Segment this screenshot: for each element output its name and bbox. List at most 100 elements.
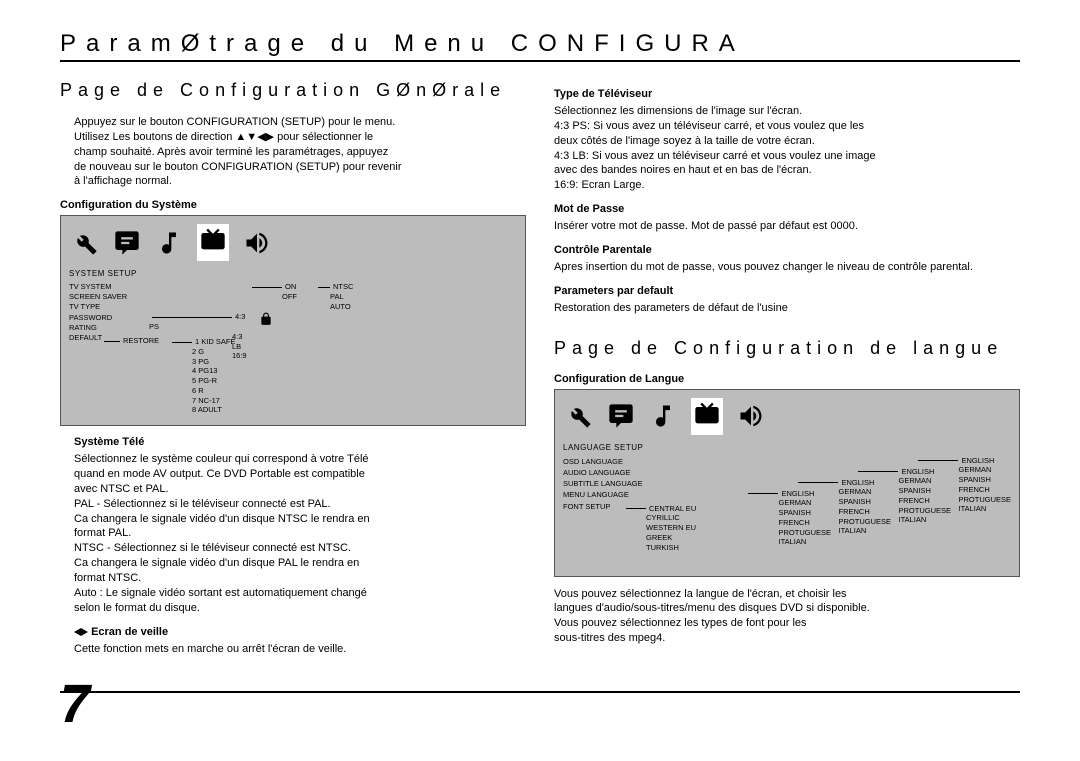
mdp-body: Insérer votre mot de passe. Mot de passé… (554, 219, 1020, 234)
ecran-body: Cette fonction mets en marche ou arrêt l… (74, 642, 526, 657)
line: 4:3 PS: Si vous avez un téléviseur carré… (554, 120, 864, 132)
line: 16:9: Ecran Large. (554, 179, 645, 191)
val: 8 ADULT (192, 405, 222, 414)
val: GERMAN (958, 465, 991, 474)
language-menu: OSD LANGUAGE AUDIO LANGUAGE SUBTITLE LAN… (563, 456, 1011, 566)
music-icon (155, 229, 183, 257)
music-icon (649, 402, 677, 430)
val: CENTRAL EU (649, 504, 696, 513)
params-body: Restoration des parameters de défaut de … (554, 301, 1020, 316)
screen-label: SYSTEM SETUP (69, 269, 517, 278)
line: selon le format du disque. (74, 602, 200, 614)
intro-line: de nouveau sur le bouton CONFIGURATION (… (74, 161, 401, 173)
val: ITALIAN (898, 515, 926, 524)
intro-text: Appuyez sur le bouton CONFIGURATION (SET… (74, 115, 526, 189)
ctrl-heading: Contrôle Parentale (554, 244, 1020, 256)
line: Sélectionnez les dimensions de l'image s… (554, 105, 802, 117)
val: FRENCH (898, 496, 929, 505)
intro-line: champ souhaité. Après avoir terminé les … (74, 146, 388, 158)
line: NTSC - Sélectionnez si le téléviseur con… (74, 542, 351, 554)
val: ENGLISH (901, 467, 934, 476)
page-title: ParamØtrage du Menu CONFIGURA (60, 30, 1020, 58)
line: Vous pouvez sélectionnez la langue de l'… (554, 588, 847, 600)
tv-icon-selected (197, 224, 229, 261)
val: 4:3 PS (149, 312, 245, 331)
val: CYRILLIC (646, 513, 680, 522)
val: FRENCH (778, 518, 809, 527)
val: 1 KID SAFE (195, 337, 235, 346)
line: sous-titres des mpeg4. (554, 632, 665, 644)
val: FRENCH (958, 485, 989, 494)
val: 6 R (192, 386, 204, 395)
line: PAL - Sélectionnez si le téléviseur conn… (74, 498, 331, 510)
menu-key: SUBTITLE LANGUAGE (563, 478, 663, 489)
screen-label: LANGUAGE SETUP (563, 443, 1011, 452)
val: OFF (282, 292, 297, 301)
title-divider (60, 60, 1020, 62)
wrench-icon (565, 402, 593, 430)
val: NTSC (333, 282, 353, 291)
arrow-left-icon (74, 628, 81, 636)
menu-key: OSD LANGUAGE (563, 456, 663, 467)
menu-key: TV TYPE (69, 302, 143, 312)
val: PROTUGUESE (838, 517, 891, 526)
val: 4 PG13 (192, 366, 217, 375)
menu-key: RATING (69, 323, 143, 333)
menu-key: MENU LANGUAGE (563, 489, 663, 500)
val: SPANISH (898, 486, 930, 495)
val: SPANISH (958, 475, 990, 484)
line: 4:3 LB: Si vous avez un téléviseur carré… (554, 150, 876, 162)
right-column: Type de Téléviseur Sélectionnez les dime… (554, 80, 1020, 666)
val: PROTUGUESE (778, 528, 831, 537)
val: GERMAN (898, 476, 931, 485)
val: WESTERN EU (646, 523, 696, 532)
line: format PAL. (74, 527, 131, 539)
val: FRENCH (838, 507, 869, 516)
val: SPANISH (778, 508, 810, 517)
line: Vous pouvez sélectionnez les types de fo… (554, 617, 807, 629)
val: GERMAN (778, 498, 811, 507)
intro-line: Utilisez Les boutons de direction ▲▼◀▶ p… (74, 130, 373, 145)
systeme-tele-body: Sélectionnez le système couleur qui corr… (74, 452, 526, 615)
systeme-tele-heading: Système Télé (74, 436, 526, 448)
val: ON (285, 282, 296, 291)
icon-bar (69, 222, 517, 267)
system-setup-screen: SYSTEM SETUP TV SYSTEM SCREEN SAVER TV T… (60, 215, 526, 426)
val: PROTUGUESE (958, 495, 1011, 504)
val: PROTUGUESE (898, 506, 951, 515)
config-lang-heading: Configuration de Langue (554, 373, 1020, 385)
val: AUTO (330, 302, 351, 311)
menu-key: TV SYSTEM (69, 282, 143, 292)
type-tv-body: Sélectionnez les dimensions de l'image s… (554, 104, 1020, 193)
line: Ca changera le signale vidéo d'un disque… (74, 513, 370, 525)
wrench-icon (71, 229, 99, 257)
speaker-icon (737, 402, 765, 430)
line: avec NTSC et PAL. (74, 483, 169, 495)
ecran-heading: Ecran de veille (74, 626, 526, 638)
intro-line: Appuyez sur le bouton CONFIGURATION (SET… (74, 116, 395, 128)
line: Auto : Le signale vidéo sortant est auto… (74, 587, 367, 599)
speaker-icon (243, 229, 271, 257)
menu-key: AUDIO LANGUAGE (563, 467, 663, 478)
manual-page: ParamØtrage du Menu CONFIGURA Page de Co… (60, 30, 1020, 731)
val: RESTORE (123, 336, 159, 345)
speech-icon (113, 229, 141, 257)
section-title-langue: Page de Configuration de langue (554, 338, 1020, 359)
type-tv-heading: Type de Téléviseur (554, 88, 1020, 100)
section-title-general: Page de Configuration GØnØrale (60, 80, 526, 101)
val: ITALIAN (778, 537, 806, 546)
val: ENGLISH (961, 456, 994, 465)
lang-body: Vous pouvez sélectionnez la langue de l'… (554, 587, 1020, 646)
mdp-heading: Mot de Passe (554, 203, 1020, 215)
val: PAL (330, 292, 344, 301)
val: ENGLISH (841, 478, 874, 487)
intro-line: à l'affichage normal. (74, 175, 172, 187)
val: SPANISH (838, 497, 870, 506)
language-setup-screen: LANGUAGE SETUP OSD LANGUAGE AUDIO LANGUA… (554, 389, 1020, 577)
columns: Page de Configuration GØnØrale Appuyez s… (60, 80, 1020, 666)
line: Ca changera le signale vidéo d'un disque… (74, 557, 359, 569)
line: langues d'audio/sous-titres/menu des dis… (554, 602, 870, 614)
lock-icon (259, 312, 273, 326)
val: GERMAN (838, 487, 871, 496)
val: ENGLISH (781, 489, 814, 498)
